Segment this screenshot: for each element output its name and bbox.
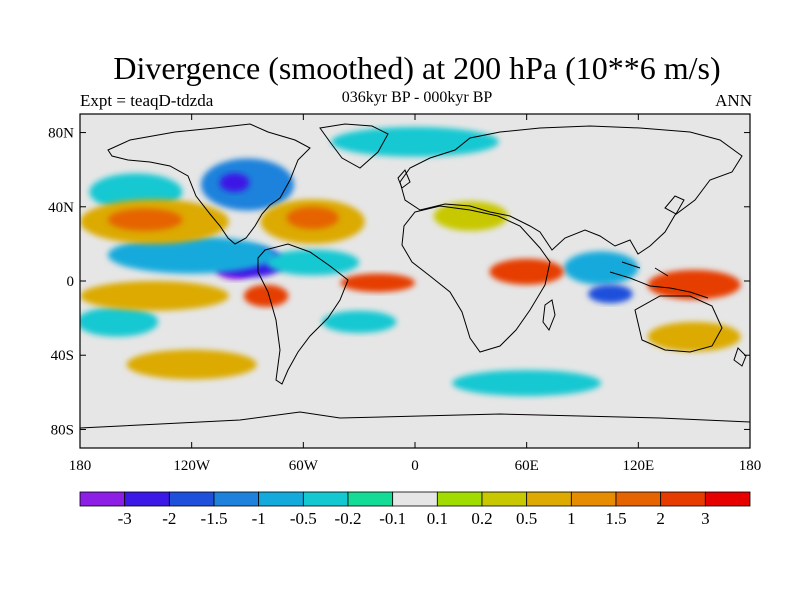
maritime-cont-conv bbox=[588, 284, 633, 304]
colorbar-box bbox=[436, 491, 483, 507]
coast-north-america bbox=[107, 123, 311, 245]
colorbar-label: 0.2 bbox=[471, 509, 492, 528]
south-pacific-band bbox=[80, 306, 159, 337]
colorbar-label: 0.5 bbox=[516, 509, 537, 528]
coast-australia bbox=[634, 295, 723, 353]
equatorial-atlantic-div bbox=[340, 273, 415, 293]
season-label: ANN bbox=[715, 91, 752, 110]
colorbar-label: -1 bbox=[252, 509, 266, 528]
north-pacific-core bbox=[107, 208, 183, 231]
coast-south-america bbox=[257, 243, 349, 385]
colorbar-label: -0.5 bbox=[290, 509, 317, 528]
west-pacific-div bbox=[647, 269, 741, 300]
lon-label: 0 bbox=[411, 458, 419, 474]
colorbar-label: 1.5 bbox=[605, 509, 626, 528]
plot-title: Divergence (smoothed) at 200 hPa (10**6 … bbox=[113, 50, 721, 86]
colorbar-label: -0.1 bbox=[379, 509, 406, 528]
lat-label: 40N bbox=[48, 200, 74, 216]
coast-madagascar bbox=[542, 299, 556, 332]
coast-uk bbox=[397, 169, 411, 189]
coast-japan bbox=[664, 195, 685, 215]
colorbar: -3 -2 -1.5 -1 -0.5 -0.2 -0.1 0.1 0.2 0.5 1 1.5 2 3 bbox=[79, 491, 751, 528]
lat-label: 80S bbox=[51, 422, 74, 438]
lon-label: 180 bbox=[739, 458, 762, 474]
axis-ticks: 80N 40N 0 40S 80S 180 120W 60W 0 60E 120E 180 bbox=[48, 114, 761, 474]
south-atlantic-band bbox=[321, 310, 397, 333]
lon-label: 60W bbox=[289, 458, 319, 474]
divergence-field bbox=[80, 126, 741, 397]
coast-eurasia bbox=[399, 125, 743, 255]
colorbar-label: 0.1 bbox=[427, 509, 448, 528]
colorbar-box bbox=[660, 491, 706, 507]
lat-label: 80N bbox=[48, 126, 74, 142]
canada-core bbox=[219, 173, 250, 192]
indian-ocean-conv bbox=[563, 251, 639, 285]
south-pacific-div bbox=[126, 349, 257, 380]
coast-greenland bbox=[319, 123, 389, 169]
colorbar-box bbox=[302, 491, 349, 507]
lat-label: 0 bbox=[67, 274, 75, 290]
lon-label: 60E bbox=[515, 458, 539, 474]
coast-indonesia bbox=[609, 261, 709, 299]
lon-label: 180 bbox=[69, 458, 92, 474]
colorbar-label: -0.2 bbox=[335, 509, 362, 528]
colorbar-box bbox=[347, 491, 394, 507]
coast-new-zealand bbox=[733, 347, 747, 367]
africa-div bbox=[433, 201, 509, 231]
colorbar-box bbox=[79, 491, 126, 507]
arctic-conv-band bbox=[331, 126, 499, 157]
colorbar-box bbox=[526, 491, 572, 507]
colorbar-box bbox=[615, 491, 662, 507]
tropical-pacific-div bbox=[80, 281, 229, 311]
colorbar-box bbox=[124, 491, 170, 507]
south-indian-div bbox=[647, 321, 741, 352]
colorbar-box bbox=[258, 491, 304, 507]
south-america-div bbox=[243, 284, 289, 307]
experiment-label: Expt = teaqD-tdzda bbox=[80, 91, 214, 110]
coast-africa bbox=[401, 205, 551, 353]
coast-antarctica bbox=[80, 411, 750, 429]
period-label: 036kyr BP - 000kyr BP bbox=[341, 89, 493, 106]
colorbar-box bbox=[213, 491, 260, 507]
colorbar-box bbox=[168, 491, 215, 507]
colorbar-label: -3 bbox=[118, 509, 132, 528]
southern-ocean-band bbox=[452, 370, 602, 397]
arabian-sea-div bbox=[489, 258, 564, 285]
colorbar-label: -2 bbox=[162, 509, 176, 528]
colorbar-label: 2 bbox=[656, 509, 665, 528]
colorbar-label: 3 bbox=[701, 509, 710, 528]
east-pacific-band bbox=[107, 236, 276, 274]
colorbar-label: 1 bbox=[567, 509, 576, 528]
lon-label: 120W bbox=[173, 458, 211, 474]
lon-label: 120E bbox=[622, 458, 654, 474]
colorbar-box bbox=[392, 491, 438, 507]
coastlines bbox=[80, 123, 750, 429]
lat-label: 40S bbox=[51, 348, 74, 364]
north-atlantic-core bbox=[286, 206, 339, 230]
colorbar-box bbox=[481, 491, 528, 507]
colorbar-box bbox=[570, 491, 617, 507]
colorbar-box bbox=[704, 491, 751, 507]
atlantic-conv-band bbox=[266, 249, 360, 276]
colorbar-label: -1.5 bbox=[201, 509, 228, 528]
